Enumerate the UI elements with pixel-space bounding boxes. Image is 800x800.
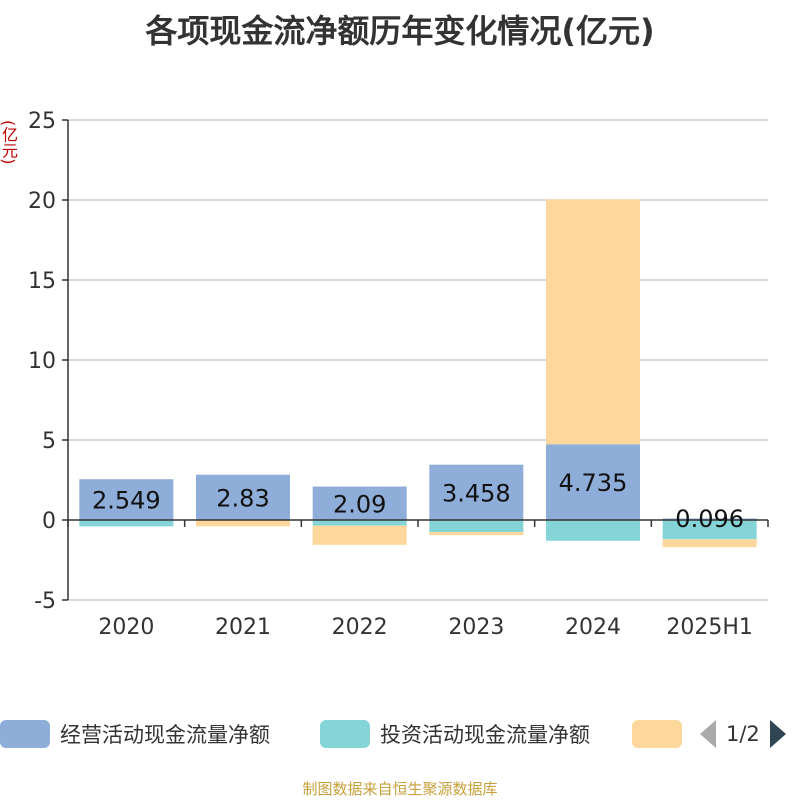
bar-financing[interactable]: [312, 525, 407, 545]
y-tick-label: 5: [42, 429, 56, 454]
data-label: 0.096: [675, 505, 744, 533]
bar-financing[interactable]: [546, 199, 640, 445]
data-labels: 2.549 2.83 2.09 3.458 4.735 0.096: [92, 469, 744, 533]
legend-item-investing[interactable]: 投资活动现金流量净额: [320, 716, 590, 752]
data-label: 2.09: [333, 490, 386, 518]
legend-pager: 1/2: [700, 716, 786, 752]
legend-swatch-investing: [320, 720, 370, 748]
data-source-note: 制图数据来自恒生聚源数据库: [302, 780, 498, 798]
bar-investing[interactable]: [312, 520, 407, 526]
x-tick-label: 2024: [565, 615, 621, 640]
legend: 经营活动现金流量净额 投资活动现金流量净额: [0, 716, 800, 752]
legend-item-operating[interactable]: 经营活动现金流量净额: [0, 716, 270, 752]
y-tick-label: 15: [28, 269, 56, 294]
bar-operating[interactable]: [662, 518, 757, 520]
bar-financing[interactable]: [196, 520, 290, 527]
y-tick-label: 0: [42, 509, 56, 534]
y-tick-label: 10: [28, 349, 56, 374]
y-tick-label: 25: [28, 109, 56, 134]
bar-investing[interactable]: [662, 520, 757, 540]
bar-financing[interactable]: [429, 532, 524, 536]
legend-item-financing[interactable]: [632, 716, 682, 752]
x-tick-label: 2025H1: [666, 615, 753, 640]
bar-operating[interactable]: [79, 479, 174, 520]
data-label: 2.549: [92, 487, 161, 515]
bar-operating[interactable]: [196, 474, 290, 520]
x-tick-label: 2023: [448, 615, 504, 640]
legend-swatch-financing: [632, 720, 682, 748]
legend-next-page-icon[interactable]: [769, 720, 786, 748]
legend-page-indicator: 1/2: [726, 722, 760, 746]
chart-title: 各项现金流净额历年变化情况(亿元): [145, 12, 655, 50]
grid-lines: [68, 119, 768, 601]
bar-operating[interactable]: [312, 486, 407, 520]
legend-label-investing: 投资活动现金流量净额: [380, 723, 590, 747]
bar-investing[interactable]: [79, 520, 174, 527]
bar-operating[interactable]: [546, 444, 640, 520]
x-tick-label: 2020: [98, 615, 154, 640]
data-label: 4.735: [559, 469, 628, 497]
bar-investing[interactable]: [429, 520, 524, 532]
y-tick-label: -5: [34, 589, 56, 614]
x-tick-label: 2021: [215, 615, 271, 640]
legend-prev-page-icon[interactable]: [700, 720, 716, 748]
y-tick-label: 20: [28, 189, 56, 214]
x-tick-label: 2022: [332, 615, 388, 640]
bar-operating[interactable]: [429, 464, 524, 520]
bars: [79, 199, 757, 548]
y-axis-unit-label: (亿元): [0, 120, 18, 165]
bar-financing[interactable]: [662, 539, 757, 548]
data-label: 2.83: [216, 484, 269, 512]
legend-label-operating: 经营活动现金流量净额: [60, 723, 270, 747]
bar-investing[interactable]: [546, 520, 640, 541]
legend-swatch-operating: [0, 720, 50, 748]
data-label: 3.458: [442, 479, 511, 507]
axes: -5 0 5 10 15 20 25 2020 2021 2022 2023 2024 2025H1: [28, 109, 769, 640]
